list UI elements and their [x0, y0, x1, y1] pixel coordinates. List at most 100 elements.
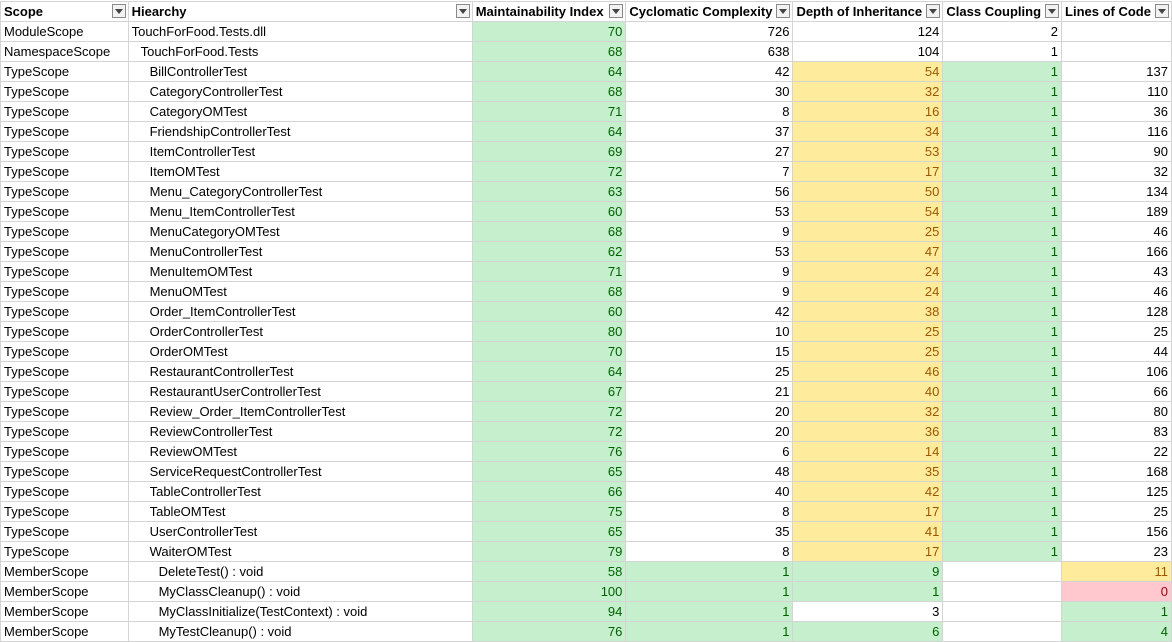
cell-lines-of-code[interactable]: 134	[1061, 181, 1172, 202]
filter-dropdown-icon[interactable]	[1045, 4, 1060, 18]
cell-lines-of-code[interactable]: 168	[1061, 461, 1172, 482]
cell-lines-of-code[interactable]: 36	[1061, 101, 1172, 122]
cell-depth-of-inheritance[interactable]: 25	[792, 221, 944, 242]
cell-cyclomatic-complexity[interactable]: 1	[625, 561, 794, 582]
cell-class-coupling[interactable]: 1	[942, 161, 1063, 182]
cell-scope[interactable]: TypeScope	[0, 301, 129, 322]
cell-lines-of-code[interactable]: 106	[1061, 361, 1172, 382]
cell-class-coupling[interactable]: 1	[942, 461, 1063, 482]
cell-cyclomatic-complexity[interactable]: 25	[625, 361, 794, 382]
cell-lines-of-code[interactable]: 189	[1061, 201, 1172, 222]
column-header-maintainability-index[interactable]: Maintainability Index	[471, 1, 627, 22]
table-row[interactable]: TypeScope RestaurantControllerTest 64 25 46 1…	[0, 361, 1172, 382]
cell-cyclomatic-complexity[interactable]: 10	[625, 321, 794, 342]
cell-class-coupling[interactable]: 1	[942, 421, 1063, 442]
table-row[interactable]: TypeScope CategoryControllerTest 68 30 32 1 11…	[0, 81, 1172, 102]
cell-scope[interactable]: NamespaceScope	[0, 41, 129, 62]
table-row[interactable]: NamespaceScope TouchForFood.Tests 68 638 104…	[0, 41, 1172, 62]
table-row[interactable]: TypeScope UserControllerTest 65 35 41 1 156	[0, 521, 1172, 542]
cell-class-coupling[interactable]: 1	[942, 201, 1063, 222]
cell-class-coupling[interactable]: 1	[942, 181, 1063, 202]
cell-maintainability-index[interactable]: 66	[471, 481, 627, 502]
cell-lines-of-code[interactable]: 166	[1061, 241, 1172, 262]
cell-lines-of-code[interactable]: 44	[1061, 341, 1172, 362]
cell-depth-of-inheritance[interactable]: 50	[792, 181, 944, 202]
table-row[interactable]: TypeScope OrderControllerTest 80 10 25 1 25	[0, 321, 1172, 342]
cell-lines-of-code[interactable]: 156	[1061, 521, 1172, 542]
table-row[interactable]: TypeScope Review_Order_ItemControllerTest…	[0, 401, 1172, 422]
cell-lines-of-code[interactable]: 66	[1061, 381, 1172, 402]
cell-hierarchy[interactable]: MenuCategoryOMTest	[127, 221, 473, 242]
cell-maintainability-index[interactable]: 69	[471, 141, 627, 162]
cell-maintainability-index[interactable]: 63	[471, 181, 627, 202]
cell-hierarchy[interactable]: Menu_ItemControllerTest	[127, 201, 473, 222]
cell-depth-of-inheritance[interactable]: 17	[792, 541, 944, 562]
filter-dropdown-icon[interactable]	[776, 4, 791, 18]
cell-maintainability-index[interactable]: 71	[471, 101, 627, 122]
cell-cyclomatic-complexity[interactable]: 20	[625, 421, 794, 442]
cell-scope[interactable]: TypeScope	[0, 421, 129, 442]
table-row[interactable]: TypeScope OrderOMTest 70 15 25 1 44	[0, 341, 1172, 362]
cell-maintainability-index[interactable]: 72	[471, 161, 627, 182]
cell-maintainability-index[interactable]: 64	[471, 361, 627, 382]
cell-lines-of-code[interactable]: 22	[1061, 441, 1172, 462]
cell-lines-of-code[interactable]	[1061, 21, 1172, 42]
cell-cyclomatic-complexity[interactable]: 8	[625, 101, 794, 122]
cell-class-coupling[interactable]	[942, 601, 1063, 622]
cell-lines-of-code[interactable]: 128	[1061, 301, 1172, 322]
table-row[interactable]: TypeScope RestaurantUserControllerTest 67 2…	[0, 381, 1172, 402]
cell-class-coupling[interactable]: 1	[942, 301, 1063, 322]
cell-lines-of-code[interactable]: 4	[1061, 621, 1172, 642]
cell-cyclomatic-complexity[interactable]: 15	[625, 341, 794, 362]
cell-maintainability-index[interactable]: 75	[471, 501, 627, 522]
cell-hierarchy[interactable]: OrderControllerTest	[127, 321, 473, 342]
cell-hierarchy[interactable]: ItemControllerTest	[127, 141, 473, 162]
cell-hierarchy[interactable]: RestaurantUserControllerTest	[127, 381, 473, 402]
cell-depth-of-inheritance[interactable]: 14	[792, 441, 944, 462]
cell-maintainability-index[interactable]: 80	[471, 321, 627, 342]
cell-maintainability-index[interactable]: 76	[471, 441, 627, 462]
cell-depth-of-inheritance[interactable]: 35	[792, 461, 944, 482]
cell-class-coupling[interactable]: 1	[942, 521, 1063, 542]
cell-scope[interactable]: TypeScope	[0, 141, 129, 162]
cell-hierarchy[interactable]: CategoryControllerTest	[127, 81, 473, 102]
cell-class-coupling[interactable]: 1	[942, 261, 1063, 282]
cell-hierarchy[interactable]: MyClassInitialize(TestContext) : void	[127, 601, 473, 622]
cell-maintainability-index[interactable]: 68	[471, 41, 627, 62]
column-header-lines-of-code[interactable]: Lines of Code	[1061, 1, 1172, 22]
cell-cyclomatic-complexity[interactable]: 8	[625, 541, 794, 562]
cell-maintainability-index[interactable]: 70	[471, 341, 627, 362]
cell-cyclomatic-complexity[interactable]: 9	[625, 281, 794, 302]
cell-depth-of-inheritance[interactable]: 17	[792, 501, 944, 522]
cell-hierarchy[interactable]: Menu_CategoryControllerTest	[127, 181, 473, 202]
cell-class-coupling[interactable]: 1	[942, 321, 1063, 342]
cell-scope[interactable]: MemberScope	[0, 621, 129, 642]
cell-cyclomatic-complexity[interactable]: 42	[625, 61, 794, 82]
column-header-hierarchy[interactable]: Hiearchy	[127, 1, 473, 22]
cell-maintainability-index[interactable]: 68	[471, 221, 627, 242]
filter-dropdown-icon[interactable]	[1155, 4, 1169, 18]
cell-depth-of-inheritance[interactable]: 54	[792, 61, 944, 82]
cell-maintainability-index[interactable]: 60	[471, 301, 627, 322]
table-row[interactable]: TypeScope Order_ItemControllerTest 60 42 38 1…	[0, 301, 1172, 322]
cell-lines-of-code[interactable]: 80	[1061, 401, 1172, 422]
filter-dropdown-icon[interactable]	[926, 4, 941, 18]
cell-scope[interactable]: TypeScope	[0, 501, 129, 522]
table-row[interactable]: TypeScope ServiceRequestControllerTest 65 4…	[0, 461, 1172, 482]
cell-class-coupling[interactable]: 1	[942, 41, 1063, 62]
cell-depth-of-inheritance[interactable]: 104	[792, 41, 944, 62]
cell-lines-of-code[interactable]: 11	[1061, 561, 1172, 582]
cell-hierarchy[interactable]: CategoryOMTest	[127, 101, 473, 122]
cell-cyclomatic-complexity[interactable]: 53	[625, 201, 794, 222]
cell-hierarchy[interactable]: UserControllerTest	[127, 521, 473, 542]
cell-maintainability-index[interactable]: 58	[471, 561, 627, 582]
table-row[interactable]: TypeScope TableControllerTest 66 40 42 1 125	[0, 481, 1172, 502]
cell-scope[interactable]: TypeScope	[0, 61, 129, 82]
cell-depth-of-inheritance[interactable]: 3	[792, 601, 944, 622]
cell-depth-of-inheritance[interactable]: 40	[792, 381, 944, 402]
cell-lines-of-code[interactable]: 25	[1061, 321, 1172, 342]
cell-scope[interactable]: TypeScope	[0, 401, 129, 422]
filter-dropdown-icon[interactable]	[111, 4, 126, 18]
cell-class-coupling[interactable]: 1	[942, 481, 1063, 502]
cell-depth-of-inheritance[interactable]: 34	[792, 121, 944, 142]
